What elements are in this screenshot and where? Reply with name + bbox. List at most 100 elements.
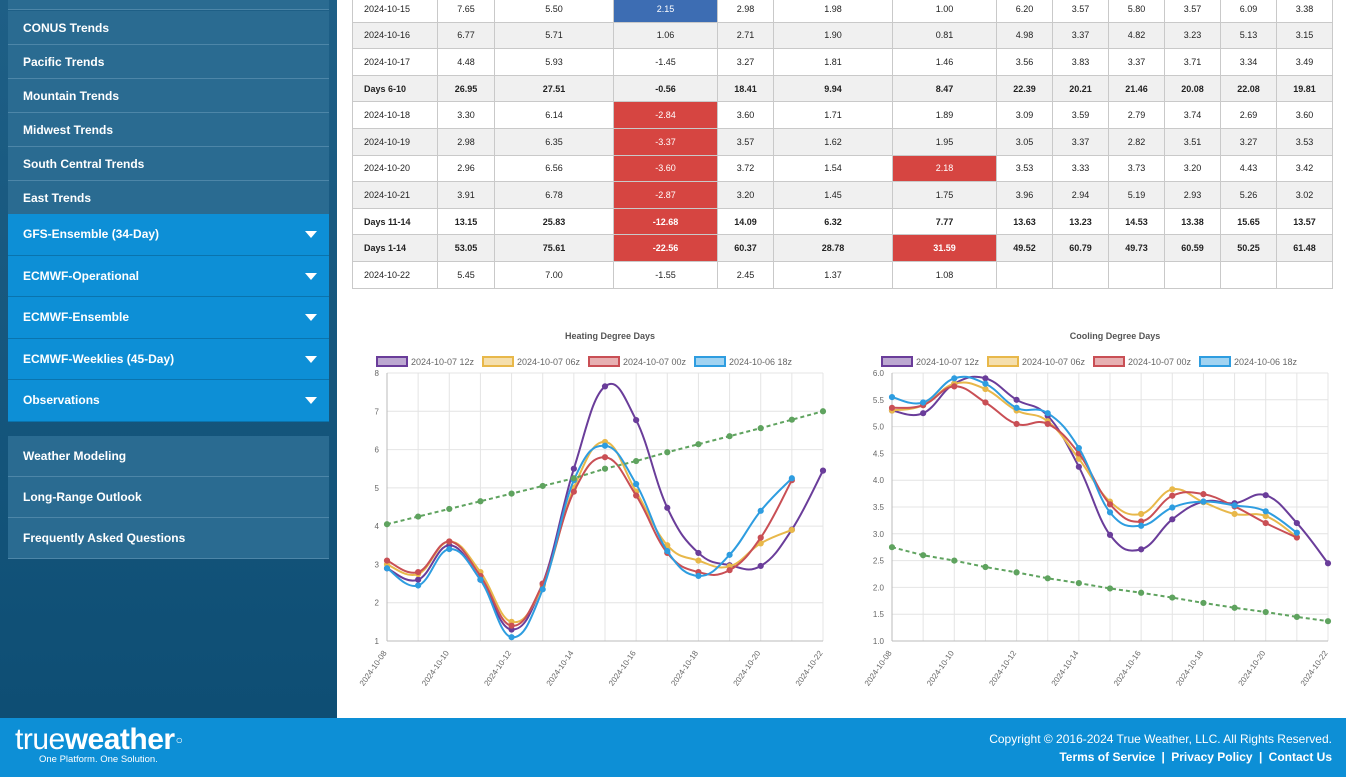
data-point	[601, 442, 609, 449]
legend-swatch	[588, 356, 620, 367]
table-cell: 7.00	[494, 260, 614, 289]
data-point	[1262, 508, 1269, 515]
table-cell: 5.19	[1108, 181, 1165, 209]
table-cell: 2.82	[1108, 127, 1165, 156]
table-cell: 5.50	[494, 0, 614, 23]
table-cell: 25.83	[494, 207, 614, 236]
sidebar-item-ecmwf-ensemble[interactable]: ECMWF-Ensemble	[8, 297, 329, 339]
table-cell: -3.37	[613, 127, 718, 156]
data-point	[664, 504, 671, 511]
data-point	[601, 383, 609, 390]
sidebar-item-south-central-trends[interactable]: South Central Trends	[8, 147, 329, 181]
contact-link[interactable]: Contact Us	[1268, 750, 1332, 764]
data-point	[1169, 594, 1176, 601]
table-row: 2024-10-16 6.77 5.71 1.06 2.71 1.90 0.81 4.98 3.…	[352, 21, 1333, 50]
x-tick-label: 2024-10-14	[1050, 649, 1081, 688]
link-separator: |	[1258, 750, 1263, 764]
link-separator: |	[1161, 750, 1165, 764]
logo-wordmark: trueweather○	[15, 724, 183, 756]
table-cell: 3.53	[996, 154, 1053, 183]
table-cell: 4.98	[996, 21, 1053, 50]
heating-degree-days-chart: Heating Degree Days 2024-10-07 12z 2024-10…	[352, 325, 832, 700]
table-cell: 3.34	[1220, 48, 1277, 76]
table-cell: 3.09	[996, 101, 1053, 129]
sidebar-item-east-trends[interactable]: East Trends	[8, 181, 329, 215]
data-point	[1106, 509, 1114, 516]
table-row: 2024-10-18 3.30 6.14 -2.84 3.60 1.71 1.89 3.09 3…	[352, 101, 1333, 129]
x-tick-label: 2024-10-12	[987, 649, 1018, 688]
trueweather-logo[interactable]: trueweather○ One Platform. One Solution.	[15, 724, 183, 766]
table-cell: 3.59	[1052, 101, 1109, 129]
data-point	[819, 408, 827, 415]
x-tick-label: 2024-10-20	[732, 649, 763, 688]
data-point	[570, 465, 577, 472]
data-point	[508, 490, 515, 497]
data-point	[982, 563, 989, 571]
privacy-link[interactable]: Privacy Policy	[1171, 750, 1253, 764]
sidebar-item-label: ECMWF-Operational	[23, 268, 139, 283]
data-point	[633, 416, 640, 424]
table-cell: 3.23	[1164, 21, 1221, 50]
table-cell: 3.96	[996, 181, 1053, 209]
sidebar-item-mountain-trends[interactable]: Mountain Trends	[8, 79, 329, 113]
table-cell: 21.46	[1108, 74, 1165, 103]
sidebar-item-label: ECMWF-Weeklies (45-Day)	[23, 351, 175, 366]
legend-item: 2024-10-07 00z	[1093, 356, 1192, 367]
table-cell: 3.27	[717, 48, 774, 76]
y-tick-label: 2.0	[873, 583, 885, 592]
sidebar-item-long-range-outlook[interactable]: Long-Range Outlook	[8, 477, 329, 518]
table-cell: 3.15	[1276, 21, 1333, 50]
table-cell: 3.60	[1276, 101, 1333, 129]
data-point	[888, 544, 896, 551]
sidebar: CONUS Trends Pacific Trends Mountain Tre…	[0, 0, 337, 718]
sidebar-item-weather-modeling[interactable]: Weather Modeling	[8, 436, 329, 477]
sidebar-item-faq[interactable]: Frequently Asked Questions	[8, 518, 329, 559]
row-label: Days 1-14	[352, 234, 438, 262]
data-point	[1169, 504, 1176, 511]
table-cell: 22.39	[996, 74, 1053, 103]
sidebar-item-conus-trends[interactable]: CONUS Trends	[8, 11, 329, 45]
sidebar-item-pacific-trends[interactable]: Pacific Trends	[8, 45, 329, 79]
data-point	[601, 465, 609, 472]
data-point	[415, 513, 422, 520]
data-point	[1106, 585, 1114, 592]
data-point	[1262, 608, 1269, 616]
info-nav: Weather Modeling Long-Range Outlook Freq…	[8, 436, 329, 559]
terms-link[interactable]: Terms of Service	[1059, 750, 1156, 764]
data-point	[951, 375, 958, 382]
table-cell: 6.78	[494, 181, 614, 209]
table-cell	[1164, 260, 1221, 289]
table-row: 2024-10-21 3.91 6.78 -2.87 3.20 1.45 1.75 3.96 2…	[352, 181, 1333, 209]
chart-title: Heating Degree Days	[565, 331, 655, 341]
sidebar-item-ecmwf-weeklies[interactable]: ECMWF-Weeklies (45-Day)	[8, 338, 329, 380]
sidebar-item-label: Observations	[23, 393, 100, 407]
sidebar-item-gfs-ensemble[interactable]: GFS-Ensemble (34-Day)	[8, 214, 329, 256]
sidebar-item-ecmwf-operational[interactable]: ECMWF-Operational	[8, 255, 329, 297]
table-cell: 2.98	[717, 0, 774, 23]
copyright-text: Copyright © 2016-2024 True Weather, LLC.…	[989, 732, 1332, 746]
data-point	[383, 557, 391, 564]
sidebar-item-observations[interactable]: Observations	[8, 380, 329, 422]
table-cell: 1.54	[773, 154, 893, 183]
legend-swatch	[482, 356, 514, 367]
caret-down-icon	[305, 314, 317, 321]
data-point	[757, 540, 764, 547]
table-cell: 3.57	[1164, 0, 1221, 23]
data-point	[920, 552, 927, 559]
data-point	[1200, 491, 1207, 498]
data-point	[415, 582, 422, 589]
data-point	[1200, 599, 1207, 607]
data-point	[888, 394, 896, 401]
table-cell: 50.25	[1220, 234, 1277, 262]
table-row: 2024-10-20 2.96 6.56 -3.60 3.72 1.54 2.18 3.53 3…	[352, 154, 1333, 183]
data-point	[539, 482, 546, 490]
table-cell: -12.68	[613, 207, 718, 236]
data-point	[383, 521, 391, 528]
table-cell: 3.71	[1164, 48, 1221, 76]
data-point	[1324, 560, 1332, 567]
table-cell: 2.93	[1164, 181, 1221, 209]
table-cell: 3.74	[1164, 101, 1221, 129]
table-cell	[1052, 260, 1109, 289]
sidebar-item-midwest-trends[interactable]: Midwest Trends	[8, 113, 329, 147]
table-cell: 20.08	[1164, 74, 1221, 103]
